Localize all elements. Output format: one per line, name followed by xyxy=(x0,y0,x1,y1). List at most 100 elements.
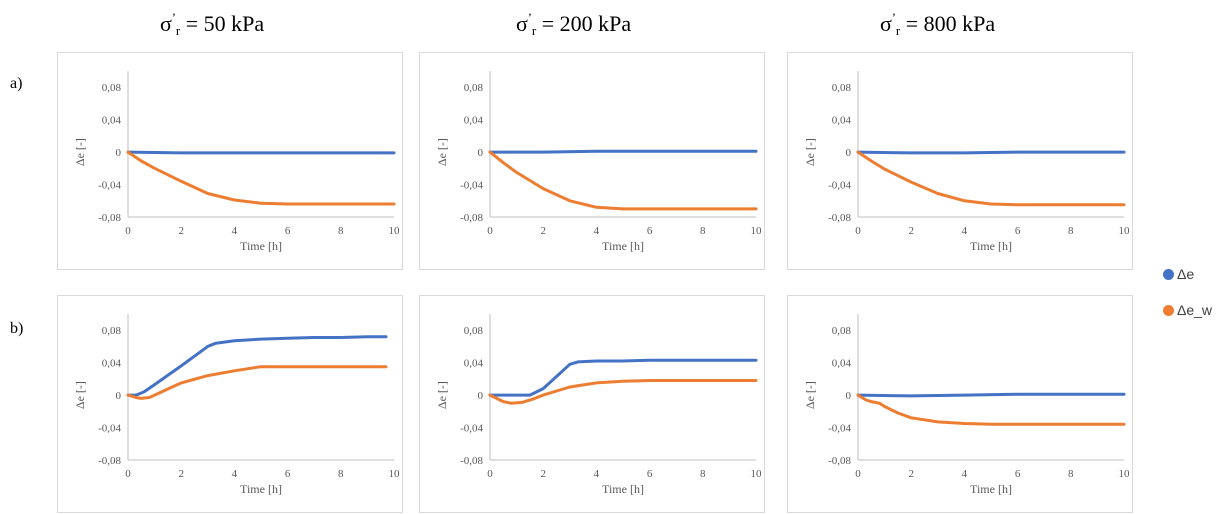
y-tick-label: -0,08 xyxy=(828,212,851,224)
y-tick-label: 0,08 xyxy=(102,82,122,94)
x-tick-label: 8 xyxy=(700,225,706,237)
series-line-de xyxy=(856,150,1126,155)
x-axis-label: Time [h] xyxy=(970,239,1012,253)
y-axis-label: Δe [-] xyxy=(435,381,449,409)
x-tick-label: 10 xyxy=(1119,468,1131,480)
x-tick-label: 8 xyxy=(1068,468,1074,480)
y-axis-label: Δe [-] xyxy=(803,138,817,166)
x-axis-label: Time [h] xyxy=(602,239,644,253)
series-line-de xyxy=(126,335,388,397)
x-tick-label: 6 xyxy=(285,225,291,237)
y-tick-label: -0,08 xyxy=(460,212,483,224)
x-tick-label: 0 xyxy=(855,225,861,237)
y-tick-label: 0,08 xyxy=(464,325,484,337)
chart-svg: 0,08 0,04 0 -0,04 -0,08 0 2 4 6 8 10 Time [h] Δe [-] xyxy=(73,71,401,253)
x-tick-label: 4 xyxy=(232,225,238,237)
y-tick-label: 0,04 xyxy=(102,358,122,370)
x-axis-label: Time [h] xyxy=(602,482,644,496)
y-tick-label: -0,08 xyxy=(98,455,121,467)
y-tick-label: 0,04 xyxy=(832,358,852,370)
y-tick-label: 0 xyxy=(116,390,122,402)
column-title-50kpa: σ’r = 50 kPa xyxy=(160,10,265,38)
y-tick-label: 0,04 xyxy=(832,115,852,127)
legend-label-dew: Δe_w xyxy=(1177,302,1213,318)
y-tick-label: -0,04 xyxy=(460,180,483,192)
chart-panel-a-800kpa: 0,08 0,04 0 -0,04 -0,08 0 2 4 6 8 10 Time [h] Δe [-] xyxy=(787,52,1133,270)
x-tick-label: 2 xyxy=(908,225,914,237)
y-tick-label: -0,04 xyxy=(98,180,121,192)
y-tick-label: 0 xyxy=(478,390,484,402)
series-line-dew xyxy=(488,150,758,211)
x-tick-label: 6 xyxy=(1015,468,1021,480)
x-tick-label: 8 xyxy=(1068,225,1074,237)
series-line-dew xyxy=(488,379,758,405)
y-tick-label: -0,08 xyxy=(460,455,483,467)
x-axis-label: Time [h] xyxy=(240,239,282,253)
row-label-b: b) xyxy=(10,320,24,337)
y-tick-label: -0,04 xyxy=(828,423,851,435)
series-line-dew xyxy=(856,393,1126,426)
chart-panel-b-200kpa: 0,08 0,04 0 -0,04 -0,08 0 2 4 6 8 10 Time [h] Δe [-] xyxy=(419,295,765,513)
x-tick-label: 10 xyxy=(751,468,763,480)
y-tick-label: 0,04 xyxy=(102,115,122,127)
y-tick-label: -0,08 xyxy=(828,455,851,467)
x-tick-label: 0 xyxy=(125,225,131,237)
x-axis-label: Time [h] xyxy=(240,482,282,496)
x-tick-label: 2 xyxy=(908,468,914,480)
x-tick-label: 6 xyxy=(647,468,653,480)
chart-panel-b-800kpa: 0,08 0,04 0 -0,04 -0,08 0 2 4 6 8 10 Time [h] Δe [-] xyxy=(787,295,1133,513)
y-axis-label: Δe [-] xyxy=(803,381,817,409)
series-line-de xyxy=(856,392,1126,398)
x-tick-label: 2 xyxy=(178,468,184,480)
y-tick-label: 0,08 xyxy=(832,325,852,337)
column-title-800kpa: σ’r = 800 kPa xyxy=(880,10,996,38)
y-axis-label: Δe [-] xyxy=(435,138,449,166)
legend-marker-de xyxy=(1163,268,1174,280)
chart-svg: 0,08 0,04 0 -0,04 -0,08 0 2 4 6 8 10 Time [h] Δe [-] xyxy=(803,314,1131,496)
legend-label-de: Δe xyxy=(1177,266,1195,282)
x-tick-label: 8 xyxy=(700,468,706,480)
x-tick-label: 10 xyxy=(751,225,763,237)
y-tick-label: -0,04 xyxy=(828,180,851,192)
x-axis-label: Time [h] xyxy=(970,482,1012,496)
y-tick-label: 0 xyxy=(478,147,484,159)
x-tick-label: 6 xyxy=(1015,225,1021,237)
series-line-dew xyxy=(126,150,396,206)
chart-svg: 0,08 0,04 0 -0,04 -0,08 0 2 4 6 8 10 Time [h] Δe [-] xyxy=(435,314,763,496)
x-tick-label: 4 xyxy=(594,468,600,480)
y-tick-label: -0,04 xyxy=(98,423,121,435)
x-tick-label: 4 xyxy=(962,468,968,480)
y-tick-label: 0,08 xyxy=(102,325,122,337)
chart-svg: 0,08 0,04 0 -0,04 -0,08 0 2 4 6 8 10 Time [h] Δe [-] xyxy=(803,71,1131,253)
y-tick-label: 0,08 xyxy=(832,82,852,94)
legend-marker-dew xyxy=(1163,304,1174,316)
chart-panel-a-200kpa: 0,08 0,04 0 -0,04 -0,08 0 2 4 6 8 10 Time [h] Δe [-] xyxy=(419,52,765,270)
x-tick-label: 2 xyxy=(540,468,546,480)
column-title-200kpa: σ’r = 200 kPa xyxy=(516,10,632,38)
chart-panel-a-50kpa: 0,08 0,04 0 -0,04 -0,08 0 2 4 6 8 10 Time [h] Δe [-] xyxy=(57,52,403,270)
x-tick-label: 0 xyxy=(487,468,493,480)
y-tick-label: -0,08 xyxy=(98,212,121,224)
y-axis-label: Δe [-] xyxy=(73,138,87,166)
x-tick-label: 10 xyxy=(389,225,401,237)
chart-svg: 0,08 0,04 0 -0,04 -0,08 0 2 4 6 8 10 Time [h] Δe [-] xyxy=(73,314,400,496)
x-tick-label: 0 xyxy=(125,468,131,480)
chart-svg: 0,08 0,04 0 -0,04 -0,08 0 2 4 6 8 10 Time [h] Δe [-] xyxy=(435,71,763,253)
series-line-de xyxy=(488,358,758,397)
row-label-a: a) xyxy=(10,75,23,92)
y-tick-label: 0,04 xyxy=(464,115,484,127)
x-tick-label: 8 xyxy=(338,225,344,237)
series-line-de xyxy=(126,150,396,155)
x-tick-label: 2 xyxy=(178,225,184,237)
x-tick-label: 10 xyxy=(1119,225,1131,237)
x-tick-label: 4 xyxy=(962,225,968,237)
x-tick-label: 0 xyxy=(855,468,861,480)
y-tick-label: 0 xyxy=(846,390,852,402)
x-tick-label: 8 xyxy=(338,468,344,480)
y-tick-label: 0,08 xyxy=(464,82,484,94)
chart-panel-b-50kpa: 0,08 0,04 0 -0,04 -0,08 0 2 4 6 8 10 Time [h] Δe [-] xyxy=(57,295,403,513)
series-line-dew xyxy=(856,150,1126,207)
y-axis-label: Δe [-] xyxy=(73,381,87,409)
x-tick-label: 6 xyxy=(285,468,291,480)
y-tick-label: -0,04 xyxy=(460,423,483,435)
